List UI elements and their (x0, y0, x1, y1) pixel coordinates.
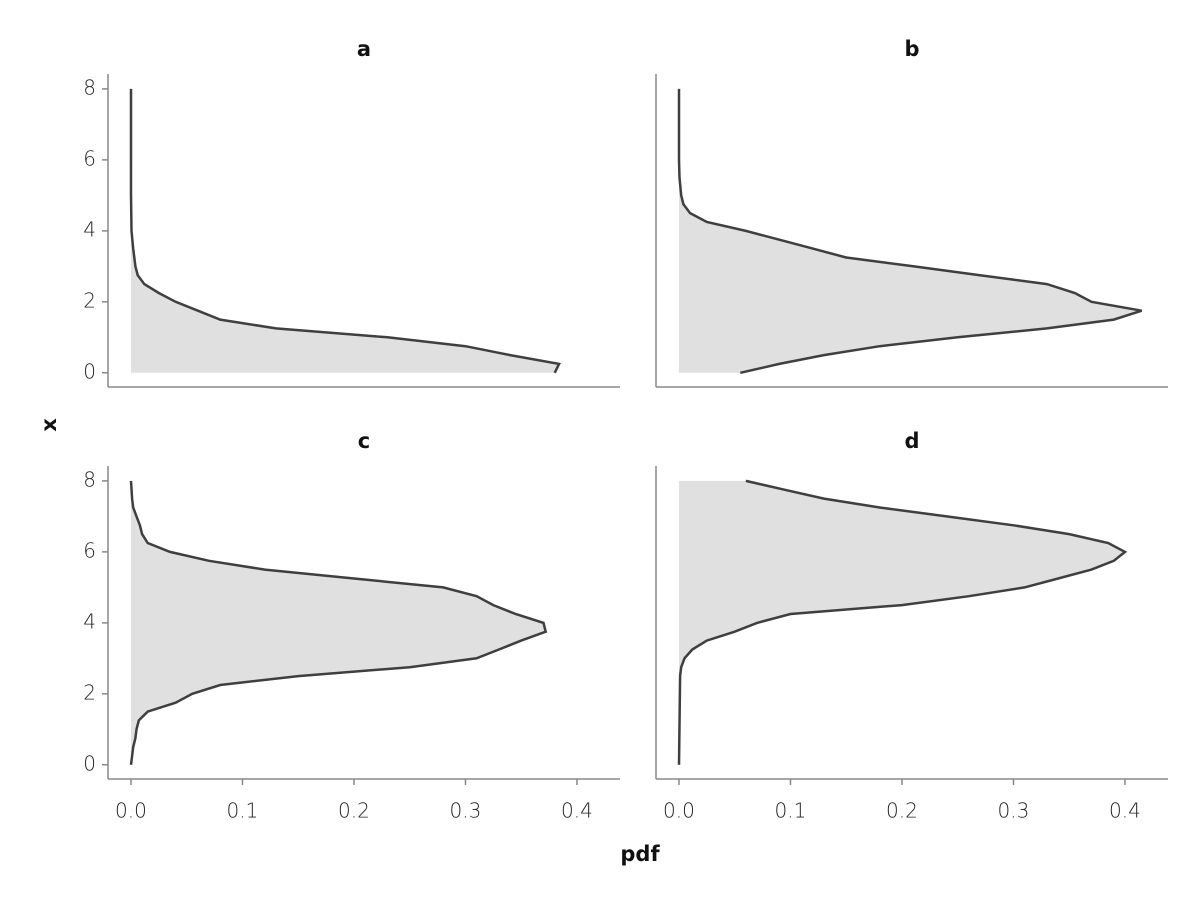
x-tick-label: 0.3 (450, 799, 482, 823)
x-tick-label: 0.4 (561, 799, 593, 823)
panel-title: c (358, 429, 370, 453)
x-tick-label: 0.1 (775, 799, 807, 823)
x-tick-label: 0.4 (1109, 799, 1141, 823)
density-area (678, 480, 1125, 765)
x-tick-label: 0.2 (338, 799, 370, 823)
x-tick-label: 0.1 (227, 799, 259, 823)
density-line (129, 480, 548, 765)
density-area (130, 88, 560, 373)
y-tick-label: 0 (83, 751, 96, 775)
panel-title: d (904, 429, 919, 453)
density-area (678, 88, 1142, 373)
y-tick-label: 6 (83, 146, 96, 170)
x-tick-label: 0.3 (998, 799, 1030, 823)
y-tick-label: 4 (83, 217, 96, 241)
density-line (677, 479, 1128, 765)
density-line (129, 88, 561, 374)
x-tick-label: 0.2 (886, 799, 918, 823)
y-tick-label: 8 (83, 467, 96, 491)
x-axis-label: pdf (620, 842, 660, 866)
density-line (677, 88, 1143, 375)
y-tick-label: 0 (83, 359, 96, 383)
y-tick-label: 4 (83, 609, 96, 633)
panel-title: b (904, 37, 919, 61)
y-tick-label: 2 (83, 680, 96, 704)
x-tick-label: 0.0 (115, 799, 147, 823)
panel-title: a (357, 37, 371, 61)
y-tick-label: 6 (83, 538, 96, 562)
x-tick-label: 0.0 (663, 799, 695, 823)
y-tick-label: 8 (83, 75, 96, 99)
density-area (130, 480, 546, 765)
y-tick-label: 2 (83, 288, 96, 312)
y-axis-label: x (37, 418, 61, 432)
